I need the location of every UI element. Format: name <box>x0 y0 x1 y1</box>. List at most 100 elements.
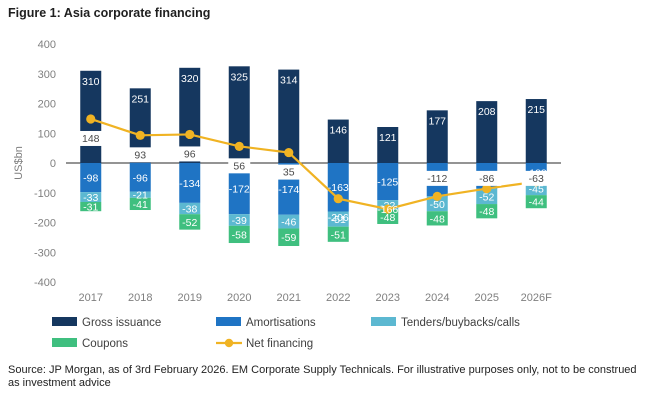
net-label-box <box>277 164 300 180</box>
net-label-box <box>76 130 106 146</box>
net-value-label: 148 <box>82 133 100 145</box>
tender-value-label: -39 <box>232 215 247 227</box>
legend-net-financing-marker <box>224 338 234 348</box>
gross-value-label: 146 <box>329 125 347 137</box>
tenders-bar <box>426 196 448 212</box>
coupons-bar <box>377 209 399 224</box>
tenders-bar <box>278 214 300 229</box>
amortisation-value-label: -125 <box>377 177 398 189</box>
net-financing-point <box>432 191 442 201</box>
overlap-value-label: -112 <box>427 173 447 185</box>
amortisations-bar <box>228 163 250 215</box>
legend-net-financing-label: Net financing <box>246 338 313 350</box>
overlap-value-label: -86 <box>479 173 494 185</box>
net-label-box <box>178 146 201 162</box>
amortisations-bar <box>179 163 201 203</box>
gross-value-label: 314 <box>280 75 298 87</box>
coupon-value-label: -58 <box>232 229 247 241</box>
x-tick-label: 2018 <box>128 292 152 304</box>
bar-layer <box>80 66 547 247</box>
amortisation-value-label: -98 <box>83 173 98 185</box>
net-value-label: 96 <box>184 148 196 160</box>
amortisations-bar <box>377 163 399 201</box>
x-tick-label: 2021 <box>277 292 301 304</box>
amortisation-value-label: -134 <box>179 178 200 190</box>
coupon-value-label: -48 <box>380 212 395 224</box>
coupons-bar <box>426 211 448 226</box>
gross-issuance-bar <box>228 66 250 163</box>
coupon-value-label: -52 <box>182 217 197 229</box>
chart-area: -400 -300 -200 -100 0 100 200 300 400 US$bn 2017 20… <box>13 39 561 350</box>
net-financing-point <box>482 183 492 194</box>
overlap-label-box <box>419 170 456 186</box>
y-tick-label: -300 <box>34 247 56 259</box>
x-tick-label: 2025 <box>475 292 499 304</box>
overlap-value-label: -206 <box>328 212 349 224</box>
net-financing-point <box>333 194 343 204</box>
gross-issuance-bar <box>179 67 201 163</box>
legend: Gross issuance Amortisations Tenders/buyba… <box>52 317 520 350</box>
amortisations-bar <box>129 163 151 192</box>
net-label-box <box>228 158 251 174</box>
coupons-bar <box>327 226 349 242</box>
y-tick-label: -400 <box>34 277 56 289</box>
legend-coupons-label: Coupons <box>82 338 128 350</box>
x-tick-label: 2023 <box>376 292 400 304</box>
coupon-value-label: -44 <box>529 197 544 209</box>
net-financing-polyline <box>90 117 537 211</box>
legend-tenders-label: Tenders/buybacks/calls <box>401 317 520 329</box>
net-financing-point <box>86 114 96 124</box>
legend-tenders-swatch <box>371 317 396 326</box>
gross-issuance-bar <box>525 99 547 163</box>
tender-value-label: -52 <box>479 191 494 203</box>
legend-amortisations-swatch <box>216 317 241 326</box>
net-label-box <box>129 147 152 163</box>
gross-issuance-bar <box>327 119 349 163</box>
net-financing-point <box>383 204 393 214</box>
overlap-value-label: -63 <box>529 173 544 185</box>
gross-issuance-bar <box>129 88 151 163</box>
gross-issuance-bar <box>426 110 448 163</box>
tenders-bar <box>129 191 151 198</box>
gross-issuance-bar <box>377 127 399 163</box>
net-financing-point <box>135 130 145 140</box>
gross-value-label: 177 <box>428 115 446 127</box>
y-tick-label: 200 <box>38 99 56 111</box>
x-tick-label: 2019 <box>178 292 202 304</box>
net-financing-point <box>284 147 294 158</box>
net-value-label: 35 <box>283 167 295 179</box>
amortisation-value-label: -96 <box>133 172 148 184</box>
net-financing-point <box>234 141 244 151</box>
tender-value-label: -45 <box>529 183 544 195</box>
coupon-value-label: -48 <box>430 213 445 225</box>
tenders-bar <box>179 202 201 215</box>
x-tick-label: 2026F <box>521 292 552 304</box>
tenders-bar <box>327 211 349 227</box>
y-tick-label: 100 <box>38 128 56 140</box>
gross-value-label: 320 <box>181 73 199 85</box>
tender-value-label: -50 <box>430 199 445 211</box>
x-tick-label: 2022 <box>326 292 350 304</box>
tenders-bar <box>228 214 250 226</box>
gross-value-label: 215 <box>527 104 545 116</box>
net-financing-line: 148 93 96 56 35 -206 -166 -112 -86 -63 <box>76 114 551 224</box>
gross-value-label: 325 <box>230 71 248 83</box>
gross-value-label: 310 <box>82 76 100 88</box>
overlap-value-label: -166 <box>377 204 398 216</box>
tenders-bar <box>476 188 498 205</box>
tender-value-label: -38 <box>182 204 197 216</box>
amortisations-bar <box>80 163 102 193</box>
gross-issuance-bar <box>476 101 498 163</box>
coupons-bar <box>228 225 250 244</box>
gross-issuance-bar <box>278 69 300 163</box>
overlap-label-box <box>521 170 551 186</box>
tender-value-label: -21 <box>133 190 148 202</box>
net-value-label: 56 <box>233 160 245 172</box>
coupons-bar <box>278 228 300 247</box>
amortisation-value-label: -172 <box>229 184 250 196</box>
legend-amortisations-label: Amortisations <box>246 317 316 329</box>
y-tick-label: 400 <box>38 39 56 51</box>
coupons-bar <box>525 195 547 209</box>
coupon-value-label: -41 <box>133 199 148 211</box>
coupons-bar <box>476 204 498 219</box>
